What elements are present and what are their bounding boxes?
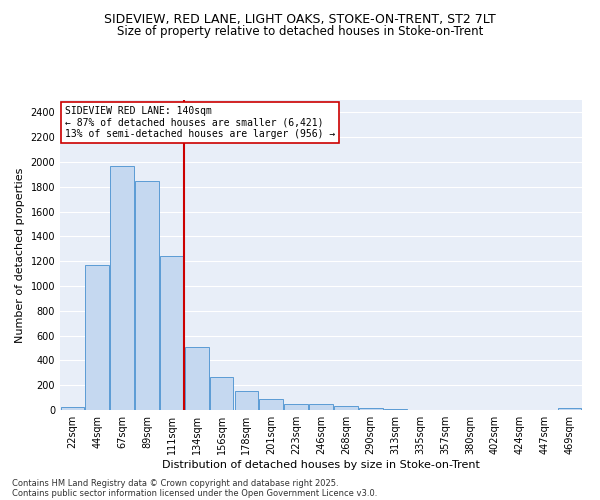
Bar (359, 408, 383, 410)
Text: SIDEVIEW, RED LANE, LIGHT OAKS, STOKE-ON-TRENT, ST2 7LT: SIDEVIEW, RED LANE, LIGHT OAKS, STOKE-ON… (104, 12, 496, 26)
Bar (235, 391, 258, 410)
Text: Contains HM Land Registry data © Crown copyright and database right 2025.: Contains HM Land Registry data © Crown c… (12, 478, 338, 488)
Bar (135, 180, 159, 410)
Text: SIDEVIEW RED LANE: 140sqm
← 87% of detached houses are smaller (6,421)
13% of se: SIDEVIEW RED LANE: 140sqm ← 87% of detac… (65, 106, 335, 140)
X-axis label: Distribution of detached houses by size in Stoke-on-Trent: Distribution of detached houses by size … (162, 460, 480, 470)
Bar (85, 265, 109, 410)
Bar (185, 347, 209, 410)
Bar (558, 408, 581, 410)
Bar (259, 399, 283, 410)
Text: Contains public sector information licensed under the Open Government Licence v3: Contains public sector information licen… (12, 488, 377, 498)
Bar (160, 256, 184, 410)
Bar (110, 166, 134, 410)
Y-axis label: Number of detached properties: Number of detached properties (15, 168, 25, 342)
Bar (334, 406, 358, 410)
Text: Size of property relative to detached houses in Stoke-on-Trent: Size of property relative to detached ho… (117, 25, 483, 38)
Bar (309, 404, 333, 410)
Bar (61, 408, 84, 410)
Bar (210, 376, 233, 410)
Bar (284, 404, 308, 410)
